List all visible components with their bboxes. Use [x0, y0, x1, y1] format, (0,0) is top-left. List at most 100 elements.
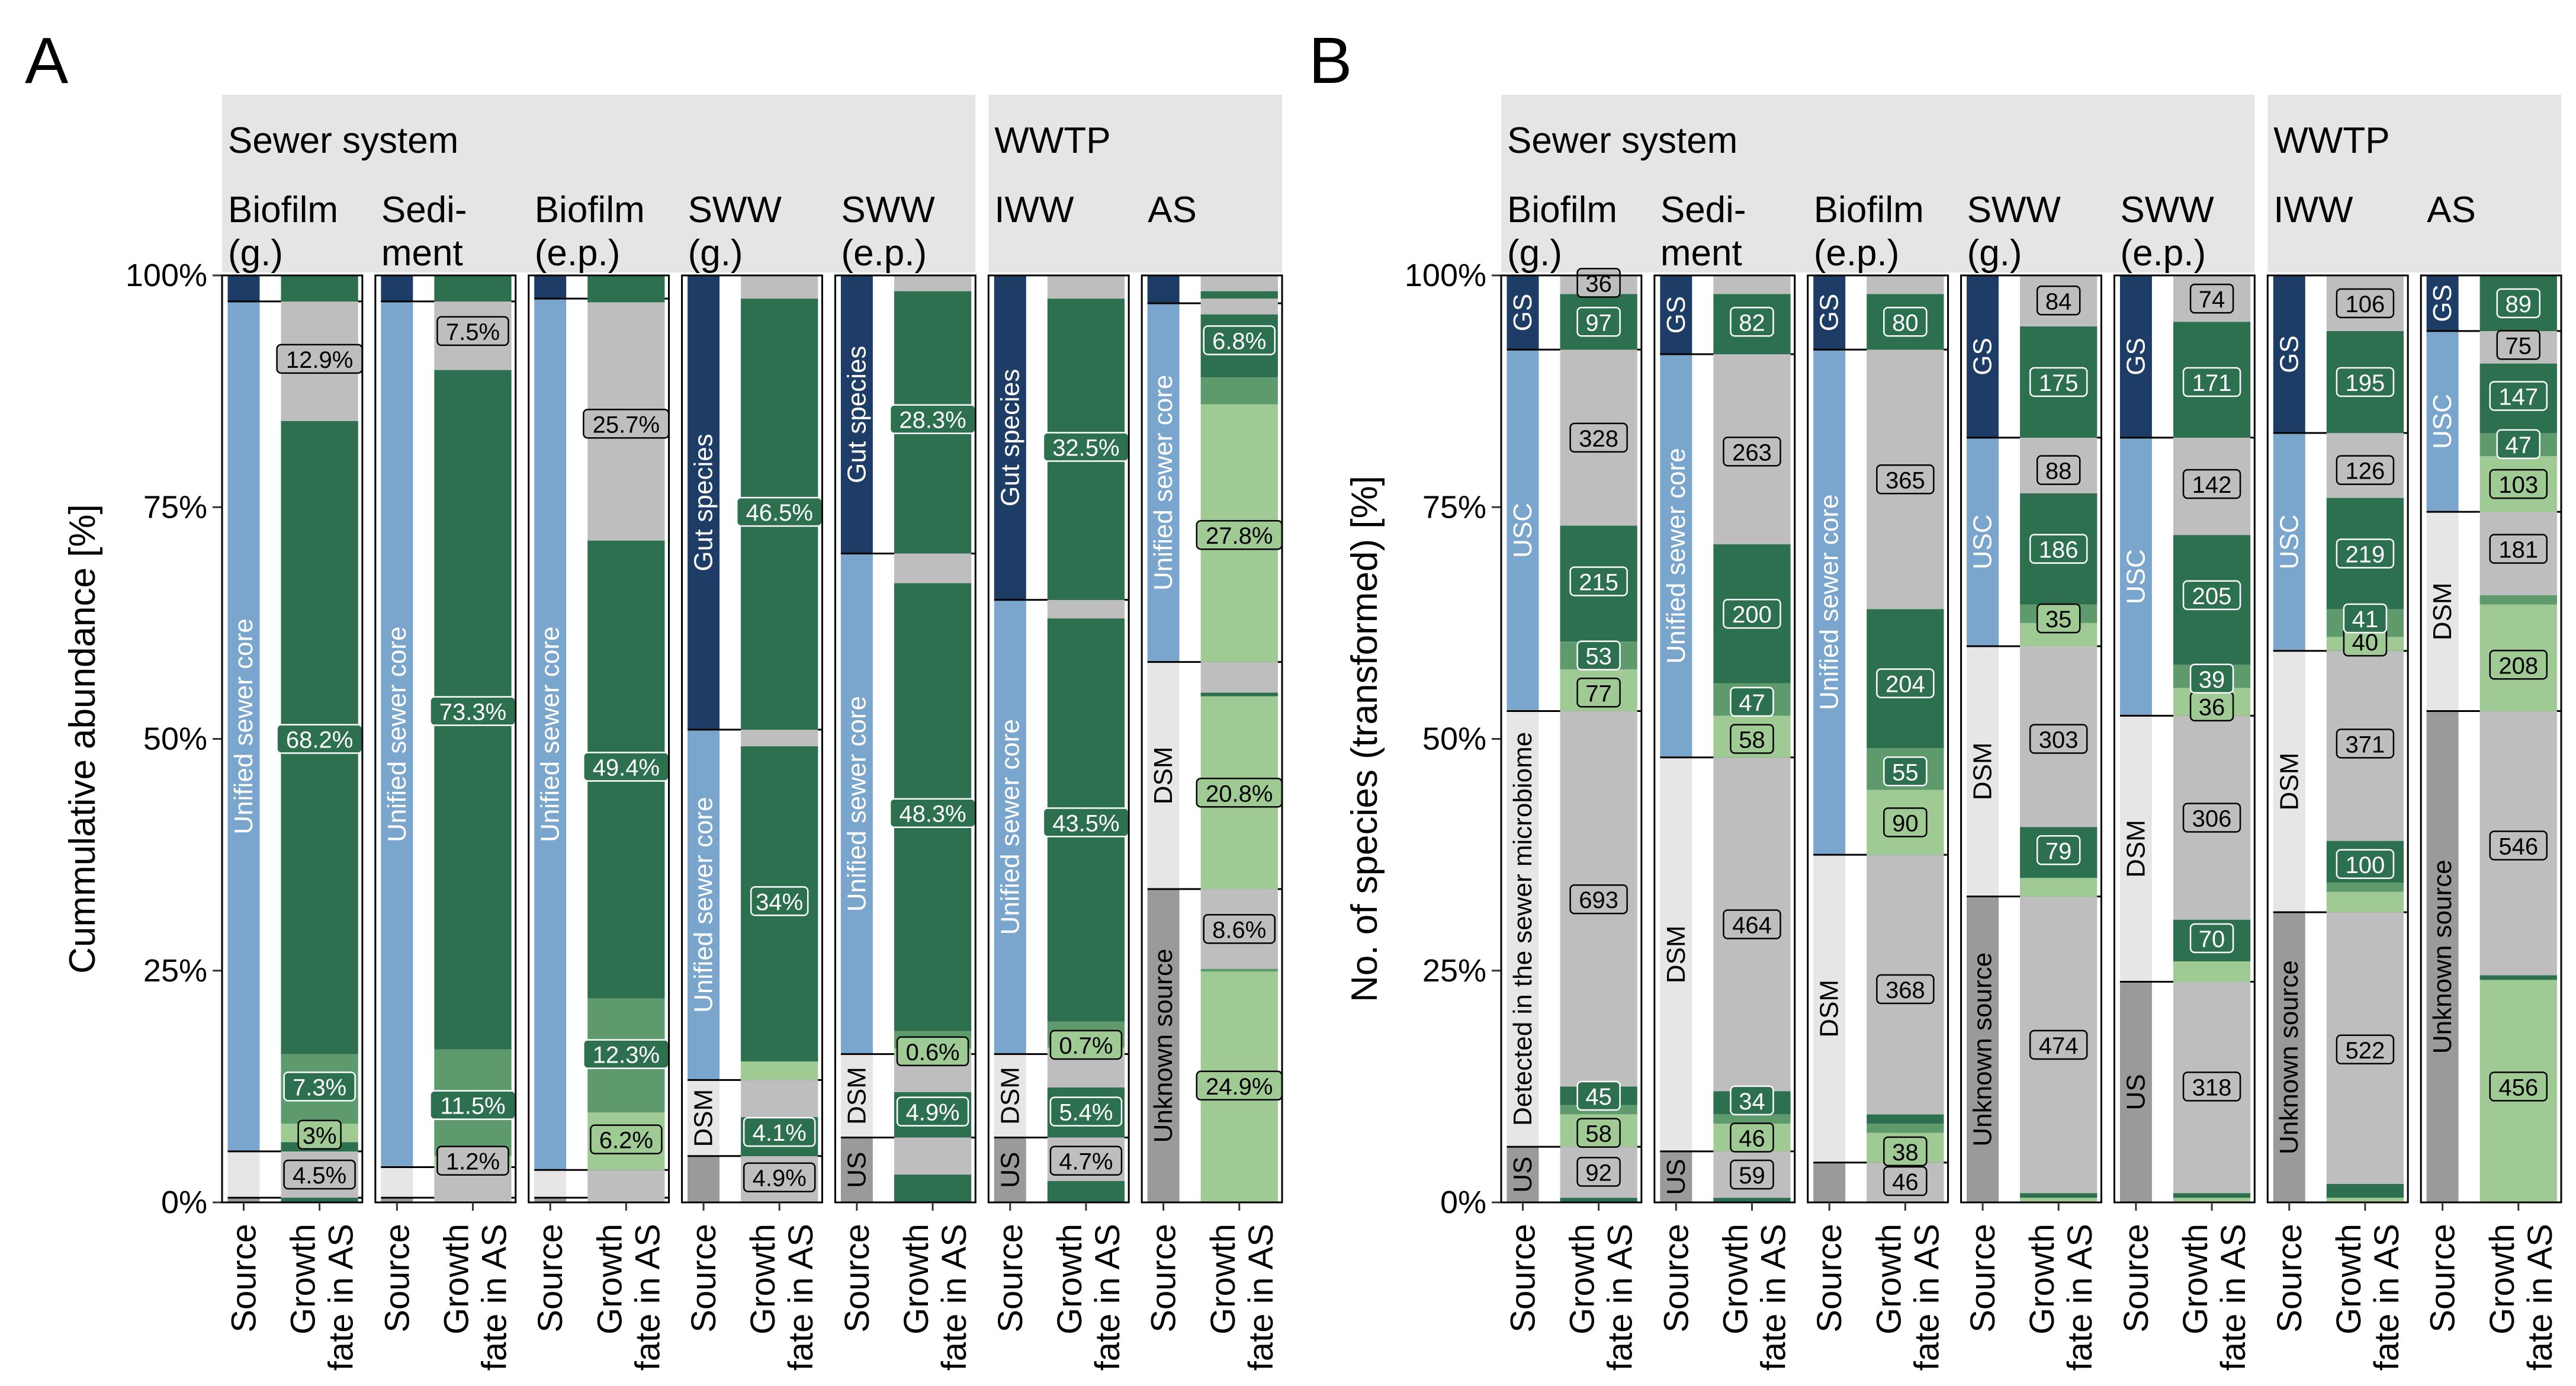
panel-a-facet-2-value-box	[436, 316, 509, 346]
panel-a-facet-3-value-label: 12.3%	[593, 1042, 660, 1069]
panel-b-facet-6-title: IWW	[2273, 190, 2353, 230]
panel-a-facet-6-value-box	[1049, 1096, 1123, 1127]
panel-b-facet-6-source-usc	[2273, 433, 2305, 651]
panel-a-facet-5-source-gs	[840, 275, 873, 554]
panel-b-facet-2-value-label: 46	[1739, 1125, 1765, 1151]
panel-b-facet-5-source-gs	[2119, 275, 2152, 438]
panel-a-facet-5-growth-not_growing	[894, 275, 972, 291]
panel-a-facet-1-growth-growing	[281, 275, 358, 301]
panel-a-facet-3-xtick-label: Source	[531, 1224, 570, 1333]
panel-b-facet-4-value-label: 79	[2045, 838, 2072, 864]
panel-a-facet-6-source-label: Gut species	[995, 369, 1024, 506]
panel-b-facet-5-source-usc	[2119, 437, 2152, 716]
panel-b-facet-3-source-label: GS	[1815, 294, 1844, 332]
panel-b-facet-7-source-us	[2426, 711, 2459, 1202]
panel-b-facet-4-value-box	[2036, 285, 2081, 316]
panel-b-letter: B	[1309, 24, 1352, 97]
panel-b-facet-4-source-usc	[1967, 437, 1999, 646]
panel-a-facet-4-xtick-label: fate in AS	[782, 1224, 820, 1371]
panel-b-facet-6-value-label: 40	[2352, 630, 2379, 656]
panel-b-facet-5-value-box	[2182, 1071, 2241, 1102]
panel-b-facet-6-source-label: DSM	[2275, 753, 2304, 811]
panel-b-facet-2-title: Sedi-	[1660, 190, 1746, 230]
panel-a-facet-5-source-label: US	[842, 1152, 871, 1188]
panel-b-facet-5-source-label: USC	[2121, 549, 2150, 604]
panel-b-facet-2-value-box	[1723, 598, 1781, 629]
panel-a-facet-5-xtick-label: Growth	[897, 1224, 936, 1334]
panel-b-facet-2-xtick-label: Source	[1657, 1224, 1695, 1333]
panel-b-facet-1-value-label: 58	[1585, 1121, 1612, 1147]
panel-a-group-label: Sewer system	[228, 120, 458, 161]
panel-a-facet-1-source-us	[227, 1198, 260, 1202]
panel-b-facet-6-source-label: GS	[2275, 335, 2304, 373]
panel-a-facet-1-xtick-label: fate in AS	[322, 1224, 361, 1371]
panel-b-facet-3-value-label: 55	[1892, 759, 1919, 785]
panel-b-facet-6-source-dsm	[2273, 650, 2305, 913]
panel-b-facet-2-source-gs	[1660, 275, 1692, 355]
panel-b-facet-6-value-box	[2336, 538, 2395, 569]
panel-a-facet-1-value-box	[283, 1159, 356, 1190]
panel-b-facet-2-source-label: DSM	[1662, 925, 1691, 983]
panel-b-facet-7-value-box	[2496, 330, 2541, 360]
panel-b-facet-7-value-label: 75	[2506, 333, 2532, 359]
panel-a-facet-7-xtick-label: Growth	[1204, 1224, 1242, 1334]
panel-a-facet-4-growth-not_growing	[741, 1080, 818, 1118]
panel-b-facet-2-source-us	[1660, 1151, 1692, 1202]
panel-b-facet-4-value-box	[2036, 835, 2081, 865]
panel-b-facet-1-value-label: 215	[1579, 569, 1618, 595]
panel-a-facet-4-source-gs	[688, 275, 720, 730]
panel-a-facet-3-xtick-label: fate in AS	[628, 1224, 667, 1371]
panel-b-group: B No. of species (transformed) [%] 0% 25% 50…	[1309, 24, 2562, 1371]
panel-b-facet-2-frame	[1653, 274, 1796, 1204]
panel-b-facet-7-value-box	[2496, 288, 2541, 319]
panel-a-strip-sewer	[222, 95, 976, 272]
panel-a-facet-1-source-dsm	[227, 1151, 260, 1198]
panel-b-facet-3-source-gs	[1813, 275, 1846, 350]
panel-a-facet-2-value-box	[436, 1146, 509, 1176]
panel-b-facet-6-value-label: 41	[2352, 607, 2379, 633]
panel-a-facet-4-source-us	[688, 1156, 720, 1202]
panel-a-facet-3-value-box	[590, 1124, 663, 1154]
panel-a-facet-6-growth-not_growing	[1047, 275, 1125, 299]
panel-a-facet-5-source-us	[840, 1137, 873, 1202]
panel-b-facet-4-value-box	[2029, 534, 2088, 564]
panel-b-facet-1-value-label: 97	[1585, 310, 1612, 336]
panel-a-facet-7-frame	[1141, 274, 1283, 1204]
panel-b-facet-6-value-box	[2336, 367, 2395, 397]
panel-b-facet-2-value-box	[1723, 909, 1781, 939]
panel-a-facet-4-value-label: 4.9%	[753, 1166, 807, 1192]
panel-b-facet-6-growth-growing	[2326, 1183, 2404, 1198]
panel-b-facet-3-value-label: 90	[1892, 810, 1919, 836]
panel-b-facet-2-value-label: 263	[1732, 439, 1772, 466]
panel-a-facet-7-growth-growing	[1200, 291, 1278, 299]
panel-a-facet-5-value-label: 28.3%	[899, 408, 966, 434]
panel-b-facet-3-value-label: 46	[1892, 1169, 1919, 1195]
panel-a-facet-2-source-label: Unified sewer core	[383, 626, 412, 842]
panel-b-facet-3-source-dsm	[1813, 855, 1846, 1163]
panel-a-facet-2-xtick-label: Source	[378, 1224, 416, 1333]
panel-b-facet-1-value-box	[1569, 566, 1628, 596]
panel-a-facet-1-source-usc	[227, 301, 260, 1151]
panel-b-facet-1-value-label: 693	[1579, 887, 1618, 913]
panel-b-facet-5-source-label: DSM	[2121, 820, 2150, 878]
panel-b-facet-7-value-label: 147	[2498, 384, 2538, 410]
panel-a-facet-5-xtick-label: Source	[838, 1224, 876, 1333]
panel-a-facet-4-source-label: Unified sewer core	[689, 797, 718, 1012]
panel-a-group: A Cummulative abundance [%] 0% 25% 50% 75% 100…	[25, 24, 1283, 1371]
panel-a-facet-6-value-label: 5.4%	[1059, 1100, 1113, 1126]
panel-b-facet-3-value-box	[1876, 668, 1935, 698]
panel-a-facet-3-source-label: Unified sewer core	[536, 626, 565, 842]
panel-b-facet-2-source-dsm	[1660, 757, 1692, 1151]
panel-b-facet-4-value-label: 303	[2039, 727, 2079, 753]
panel-b-facet-2-value-box	[1723, 437, 1781, 467]
panel-a-facet-7-value-box	[1203, 914, 1276, 944]
panel-a-facet-7-source-label: Unknown source	[1149, 949, 1178, 1143]
panel-a-facet-1-value-label: 3%	[303, 1123, 337, 1149]
panel-b-facet-5-value-label: 171	[2192, 370, 2232, 396]
panel-a-facet-3-value-label: 6.2%	[599, 1128, 653, 1154]
panel-b-facet-4-value-label: 474	[2039, 1033, 2079, 1059]
panel-b-facet-5-source-label: US	[2121, 1074, 2150, 1110]
panel-b-facet-6-frame	[2266, 274, 2409, 1204]
panel-b-facet-1-value-label: 328	[1579, 426, 1618, 452]
